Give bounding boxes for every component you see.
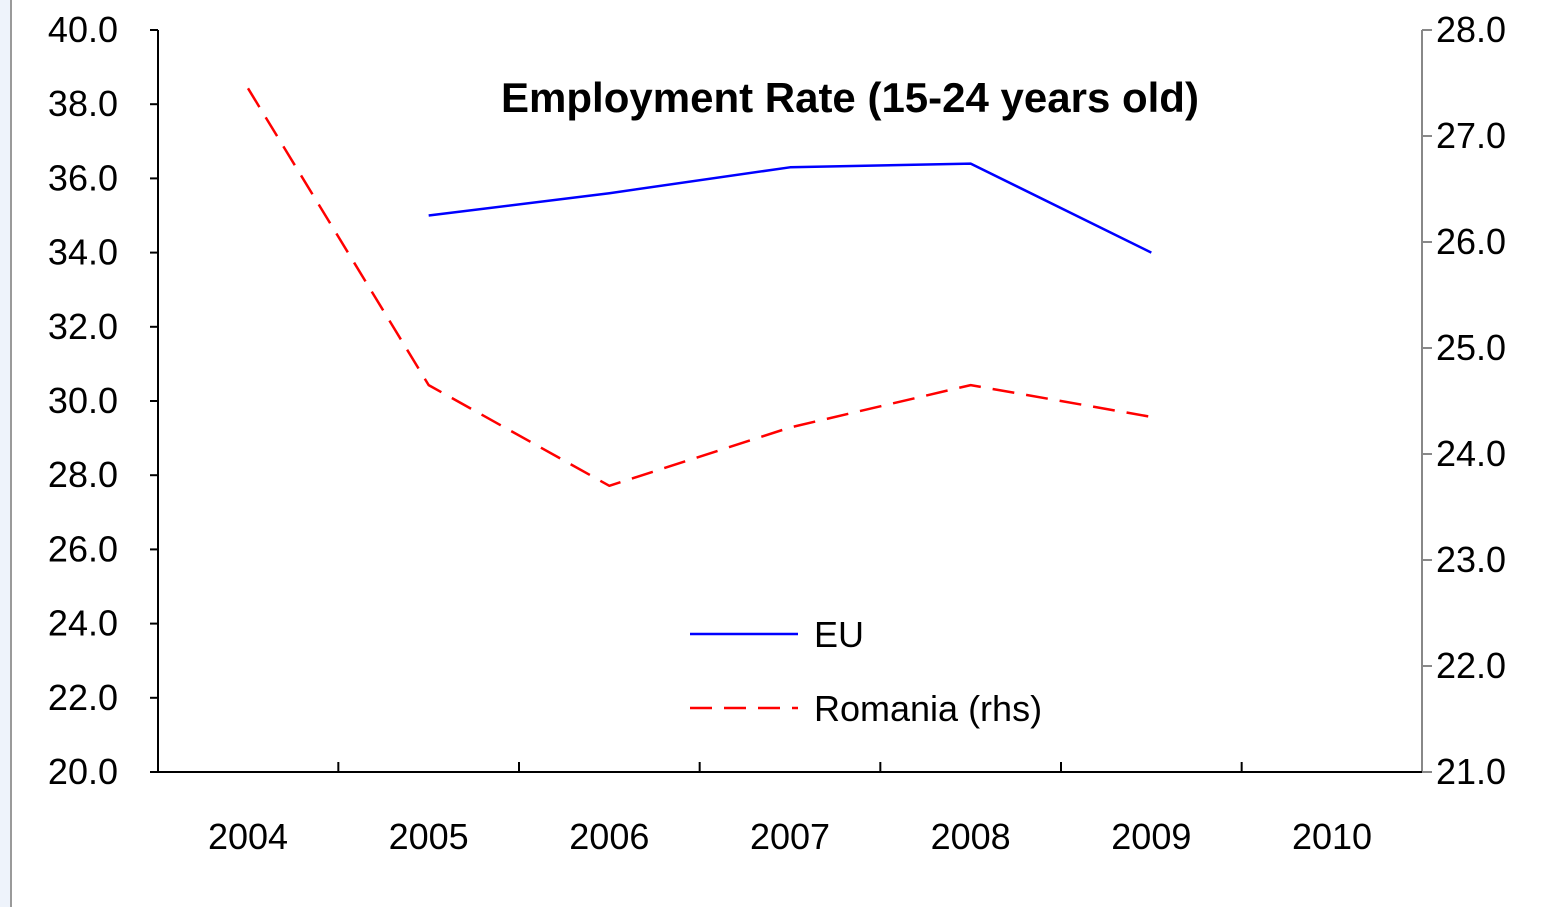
- x-axis: 2004 2005 2006 2007 2008 2009 2010: [208, 762, 1372, 857]
- y-left-tick-label: 38.0: [48, 83, 118, 124]
- x-tick-label: 2008: [931, 816, 1011, 857]
- y-right-tick-label: 27.0: [1436, 115, 1506, 156]
- y-left-tick-label: 26.0: [48, 528, 118, 569]
- plot-frame: [157, 30, 1423, 773]
- series-layer: [246, 87, 1152, 488]
- y-right-tick-label: 25.0: [1436, 327, 1506, 368]
- y-left-tick-label: 34.0: [48, 232, 118, 273]
- chart-panel: [10, 0, 1560, 907]
- y-left-tick-label: 30.0: [48, 380, 118, 421]
- y-left-tick-label: 40.0: [48, 9, 118, 50]
- y-right-tick-label: 23.0: [1436, 539, 1506, 580]
- y-axis-right: 21.0 22.0 23.0 24.0 25.0 26.0 27.0 28.0: [1422, 9, 1506, 792]
- x-tick-label: 2006: [569, 816, 649, 857]
- series-line-eu: [428, 162, 1152, 254]
- y-left-tick-label: 24.0: [48, 603, 118, 644]
- y-axis-left: 20.0 22.0 24.0 26.0 28.0 30.0 32.0 34.0 36.0 38.0…: [48, 9, 158, 792]
- y-right-tick-label: 21.0: [1436, 751, 1506, 792]
- legend-label-romania: Romania (rhs): [814, 688, 1042, 729]
- x-tick-label: 2004: [208, 816, 288, 857]
- series-line-romania: [246, 87, 1152, 488]
- chart-title: Employment Rate (15-24 years old): [501, 74, 1199, 121]
- y-left-tick-label: 20.0: [48, 751, 118, 792]
- x-tick-label: 2005: [389, 816, 469, 857]
- y-right-tick-label: 22.0: [1436, 645, 1506, 686]
- x-tick-label: 2010: [1292, 816, 1372, 857]
- x-tick-label: 2009: [1111, 816, 1191, 857]
- legend: EU Romania (rhs): [690, 614, 1042, 729]
- y-left-tick-label: 22.0: [48, 677, 118, 718]
- legend-label-eu: EU: [814, 614, 864, 655]
- y-right-tick-label: 26.0: [1436, 221, 1506, 262]
- x-tick-label: 2007: [750, 816, 830, 857]
- y-left-tick-label: 28.0: [48, 454, 118, 495]
- y-left-tick-label: 36.0: [48, 157, 118, 198]
- y-right-tick-label: 24.0: [1436, 433, 1506, 474]
- y-left-tick-label: 32.0: [48, 306, 118, 347]
- y-right-tick-label: 28.0: [1436, 9, 1506, 50]
